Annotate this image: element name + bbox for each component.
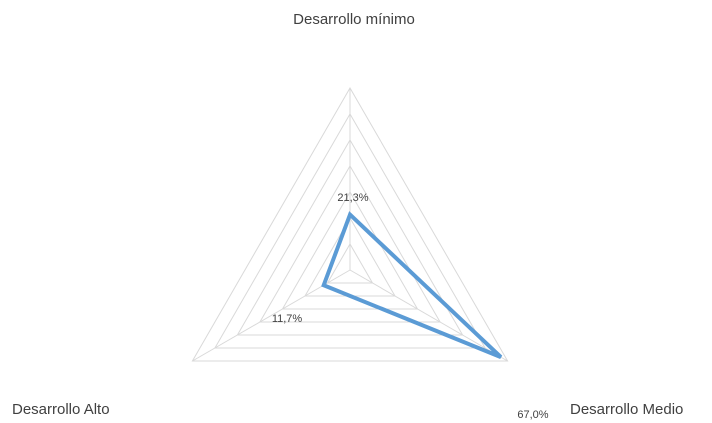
series-line: [321, 211, 503, 359]
data-label-alto: 11,7%: [272, 313, 303, 325]
grid-ring: [214, 113, 486, 349]
grid-ring: [191, 86, 509, 362]
grid-ring: [281, 190, 419, 310]
data-label-medio: 67,0%: [517, 409, 548, 421]
category-label-alto: Desarrollo Alto: [12, 401, 110, 418]
grid-ring: [236, 139, 464, 336]
category-label-medio: Desarrollo Medio: [570, 401, 683, 418]
grid: [191, 86, 509, 362]
data-label-minimo: 21,3%: [337, 192, 368, 204]
series: [321, 211, 503, 359]
axis-spoke: [349, 269, 508, 362]
category-label-minimo: Desarrollo mínimo: [293, 11, 415, 28]
grid-ring: [326, 242, 374, 284]
grid-ring: [259, 165, 441, 323]
